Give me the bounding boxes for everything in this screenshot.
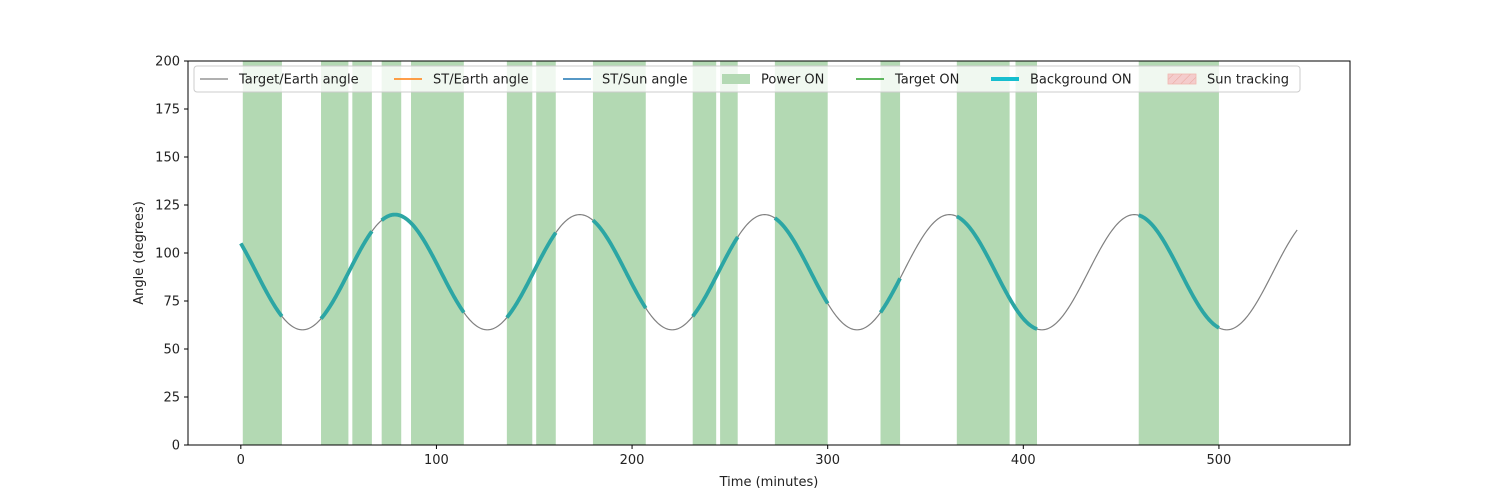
background-on-segment xyxy=(380,212,466,314)
y-tick-label: 125 xyxy=(155,199,180,214)
power-on-band xyxy=(536,61,556,445)
power-on-band xyxy=(506,61,533,445)
y-tick-label: 50 xyxy=(163,343,180,358)
legend-swatch-power-on xyxy=(722,74,750,84)
legend-label-target-earth-angle: Target/Earth angle xyxy=(238,73,359,88)
legend-swatch-sun-tracking xyxy=(1167,73,1197,85)
y-tick-label: 25 xyxy=(163,391,180,406)
background-on-segment xyxy=(239,242,284,318)
y-tick-label: 75 xyxy=(163,295,180,310)
background-on-segment xyxy=(319,230,374,320)
power-on-band xyxy=(411,61,464,445)
power-on-band xyxy=(321,61,349,445)
background-on-series xyxy=(239,212,1220,331)
background-on-segment xyxy=(505,231,558,319)
background-on-segment xyxy=(1138,213,1220,330)
x-tick-label: 200 xyxy=(620,453,645,468)
power-on-band xyxy=(1138,61,1219,445)
background-on-segment xyxy=(773,216,830,305)
power-on-band xyxy=(242,61,282,445)
power-on-band xyxy=(1015,61,1038,445)
power-on-band xyxy=(381,61,402,445)
y-axis-ticks: 0 25 50 75 100 125 150 175 200 xyxy=(155,55,188,454)
x-tick-label: 300 xyxy=(815,453,840,468)
y-tick-label: 200 xyxy=(155,55,180,70)
power-on-band xyxy=(880,61,901,445)
x-tick-label: 500 xyxy=(1207,453,1232,468)
background-on-segment xyxy=(955,214,1038,331)
x-axis-ticks: 0 100 200 300 400 500 xyxy=(237,445,1232,468)
legend: Target/Earth angle ST/Earth angle ST/Sun a… xyxy=(193,65,1301,93)
x-tick-label: 100 xyxy=(424,453,449,468)
background-on-segment xyxy=(878,277,902,314)
power-on-band xyxy=(692,61,717,445)
power-on-bands xyxy=(242,61,1219,445)
legend-label-st-sun-angle: ST/Sun angle xyxy=(602,73,688,88)
background-on-segment xyxy=(591,218,648,310)
legend-label-sun-tracking: Sun tracking xyxy=(1207,73,1289,88)
legend-label-st-earth-angle: ST/Earth angle xyxy=(433,73,529,88)
y-tick-label: 150 xyxy=(155,151,180,166)
power-on-band xyxy=(956,61,1010,445)
x-tick-label: 400 xyxy=(1011,453,1036,468)
legend-label-target-on: Target ON xyxy=(894,73,959,88)
y-tick-label: 100 xyxy=(155,247,180,262)
y-tick-label: 175 xyxy=(155,103,180,118)
y-axis-title: Angle (degrees) xyxy=(132,201,147,305)
x-tick-label: 0 xyxy=(237,453,245,468)
power-on-band xyxy=(352,61,372,445)
legend-label-background-on: Background ON xyxy=(1030,73,1132,88)
legend-label-power-on: Power ON xyxy=(761,73,824,88)
y-tick-label: 0 xyxy=(172,439,180,454)
background-on-segment xyxy=(691,236,740,318)
x-axis-title: Time (minutes) xyxy=(719,475,819,490)
power-on-band xyxy=(592,61,646,445)
